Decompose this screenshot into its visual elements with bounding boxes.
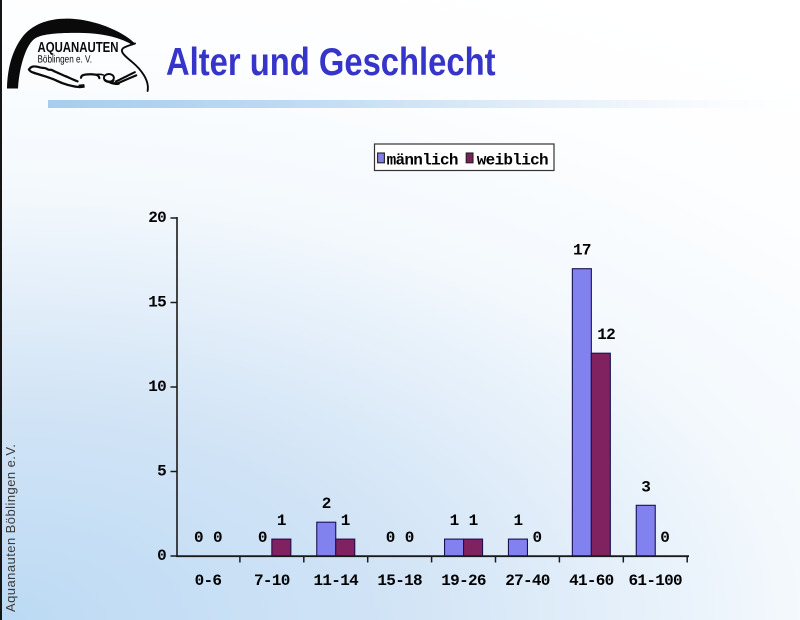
svg-text:1: 1: [469, 512, 478, 530]
svg-text:0: 0: [194, 529, 203, 547]
svg-text:0: 0: [532, 529, 541, 547]
svg-text:2: 2: [322, 495, 331, 513]
svg-text:11-14: 11-14: [313, 572, 359, 590]
svg-text:0: 0: [386, 529, 395, 547]
svg-text:3: 3: [641, 478, 650, 496]
svg-text:20: 20: [148, 209, 166, 227]
svg-text:41-60: 41-60: [569, 572, 614, 590]
svg-text:AQUANAUTEN: AQUANAUTEN: [38, 40, 119, 56]
svg-text:1: 1: [277, 512, 286, 530]
svg-text:27-40: 27-40: [505, 572, 550, 590]
svg-text:0: 0: [660, 529, 669, 547]
svg-text:5: 5: [157, 463, 166, 481]
svg-text:0: 0: [405, 529, 414, 547]
svg-text:Böblingen e. V.: Böblingen e. V.: [38, 54, 93, 66]
svg-text:0-6: 0-6: [195, 572, 222, 590]
svg-text:0: 0: [157, 547, 166, 565]
svg-text:15-18: 15-18: [377, 572, 422, 590]
svg-text:0: 0: [213, 529, 222, 547]
svg-text:männlich: männlich: [387, 152, 458, 170]
svg-text:12: 12: [597, 326, 615, 344]
svg-text:10: 10: [148, 378, 166, 396]
svg-text:19-26: 19-26: [441, 572, 486, 590]
svg-text:1: 1: [341, 512, 350, 530]
svg-text:1: 1: [513, 512, 522, 530]
svg-text:0: 0: [258, 529, 267, 547]
svg-text:7-10: 7-10: [254, 572, 290, 590]
svg-text:17: 17: [573, 242, 591, 260]
svg-text:61-100: 61-100: [629, 572, 683, 590]
svg-text:weiblich: weiblich: [477, 152, 548, 170]
svg-text:1: 1: [450, 512, 459, 530]
svg-text:15: 15: [148, 294, 166, 312]
